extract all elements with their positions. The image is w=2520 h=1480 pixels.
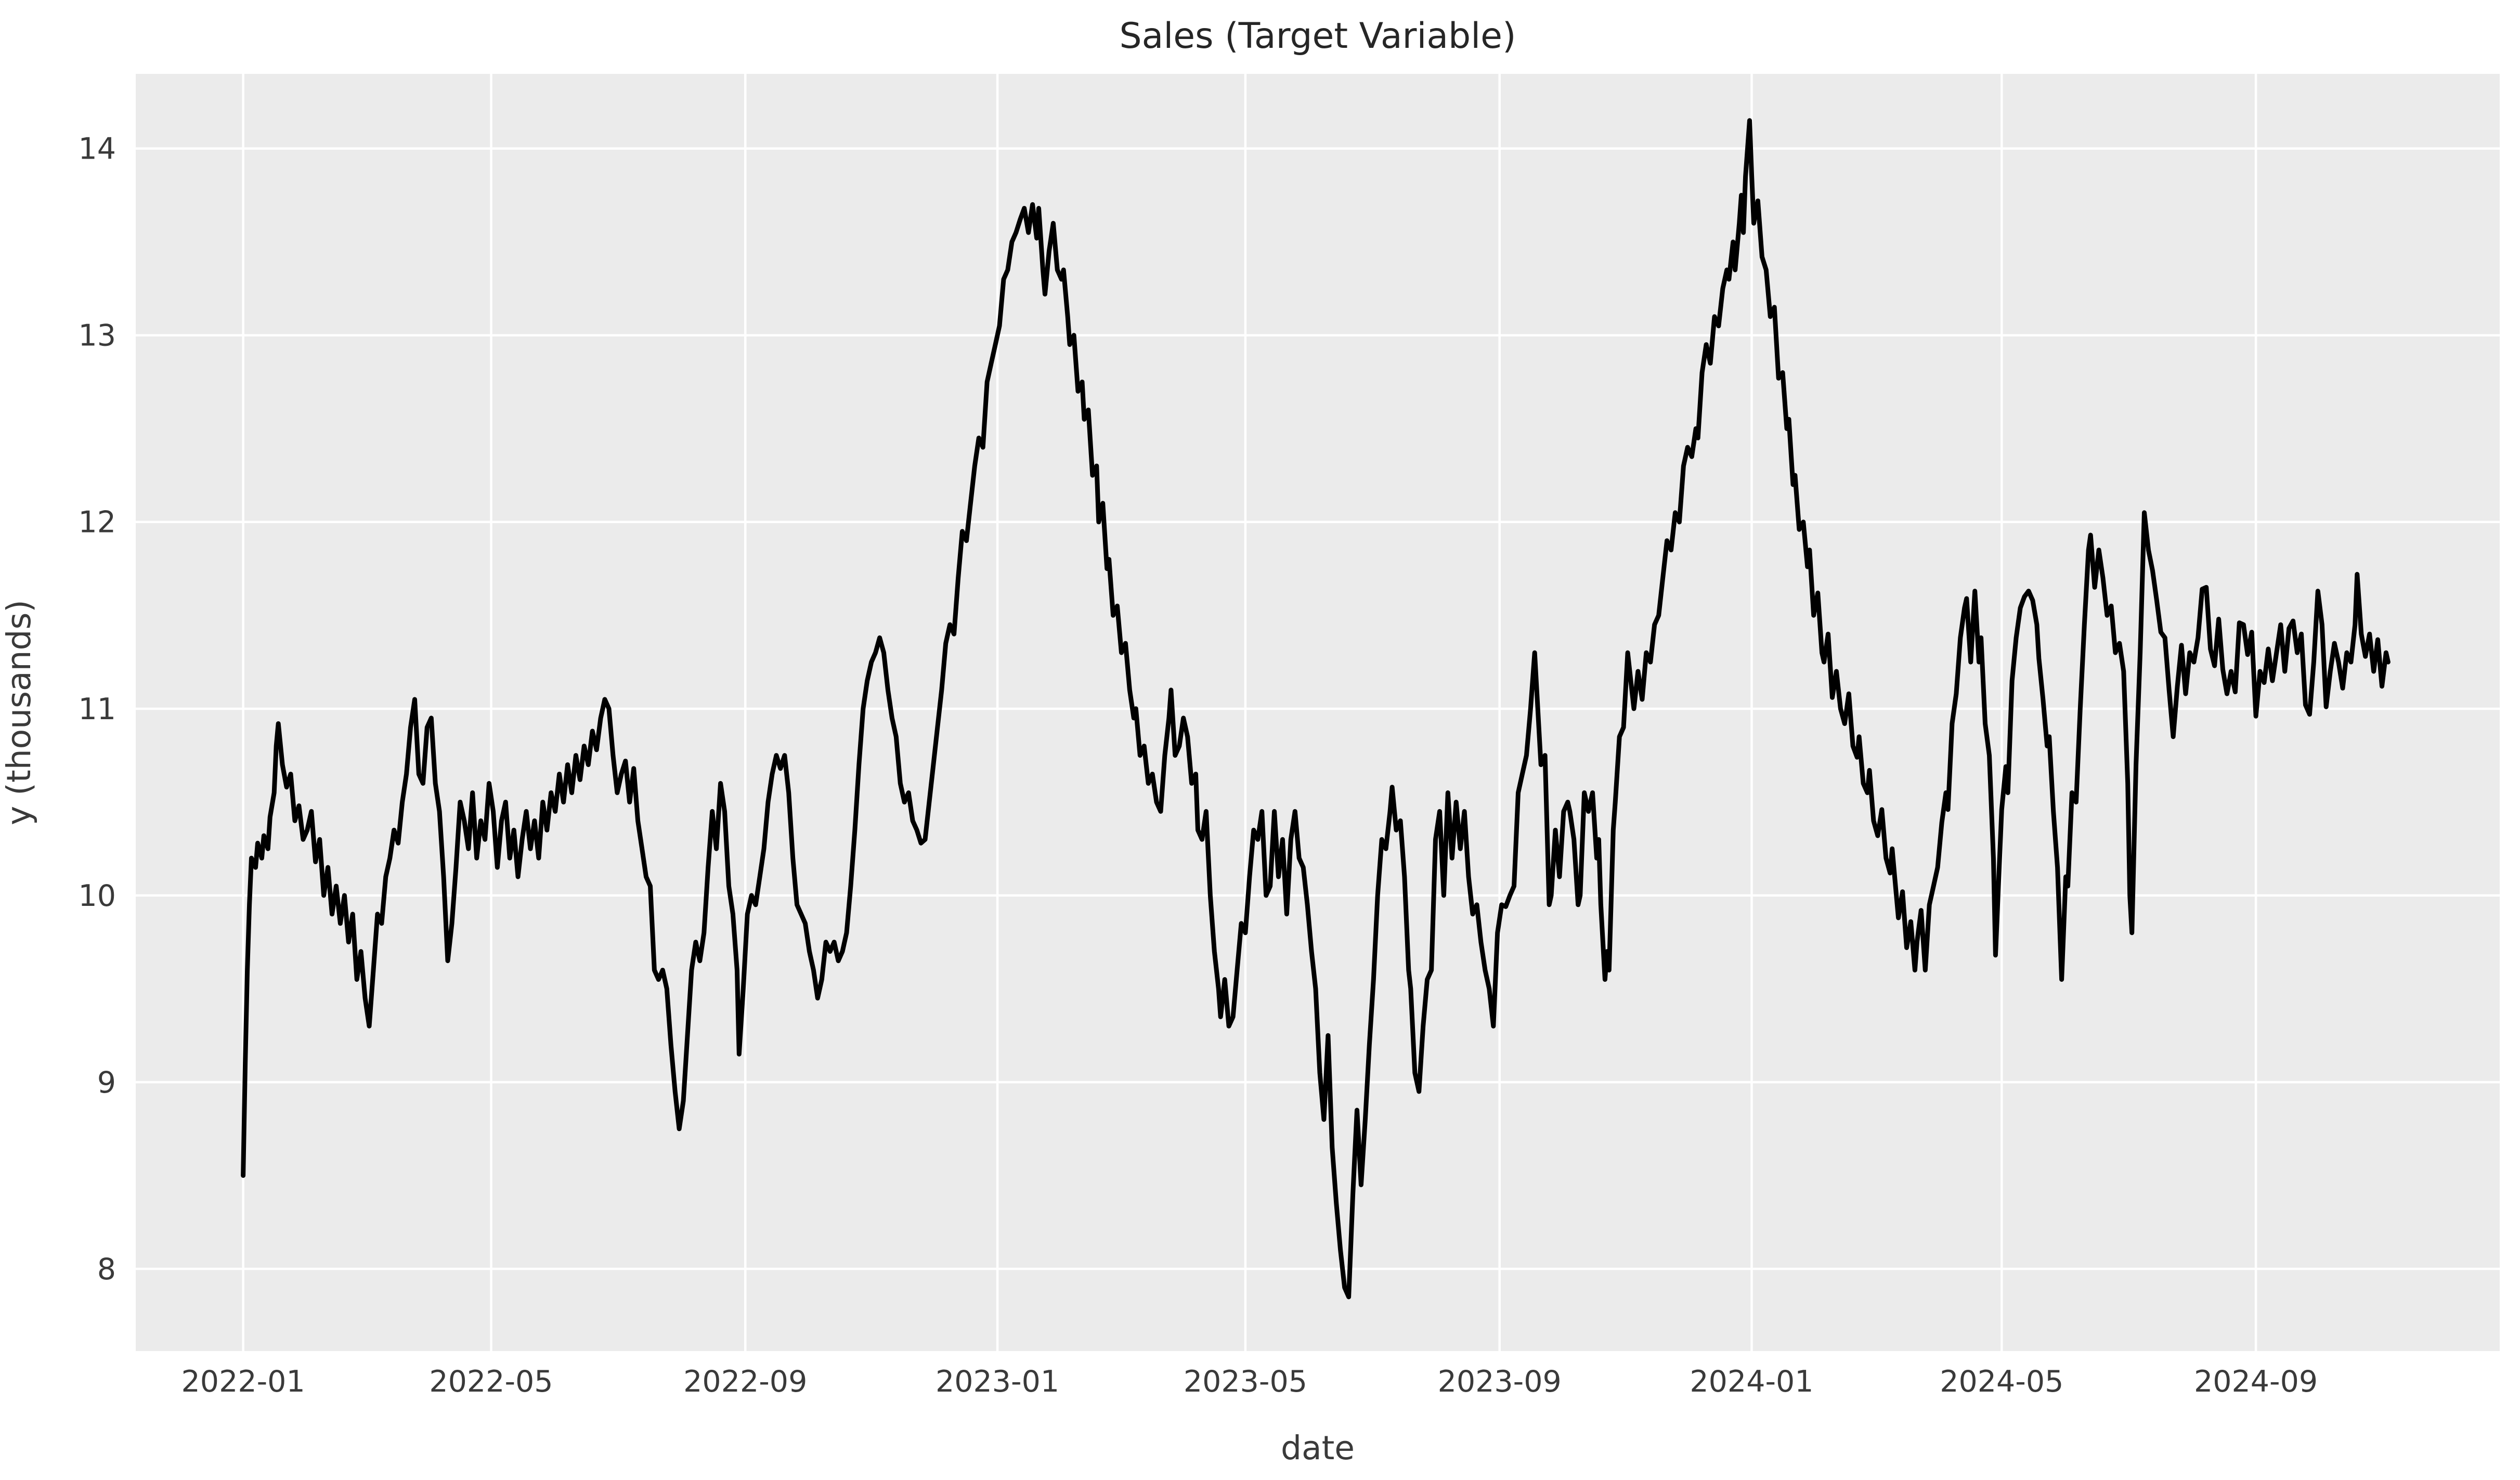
y-tick-label: 12	[78, 505, 116, 540]
x-tick-label: 2023-09	[1438, 1365, 1562, 1399]
y-axis-label: y (thousands)	[0, 600, 38, 825]
x-axis-tick-labels: 2022-01 2022-05 2022-09 2023-01 2023-05 2023-…	[181, 1365, 2318, 1399]
x-gridlines	[242, 74, 2257, 1351]
y-gridlines	[136, 147, 2500, 1270]
x-axis-label: date	[1281, 1429, 1355, 1467]
y-tick-label: 10	[78, 879, 116, 913]
x-tick-label: 2022-01	[181, 1365, 305, 1399]
x-tick-label: 2024-01	[1690, 1365, 1813, 1399]
x-tick-label: 2023-01	[936, 1365, 1059, 1399]
y-tick-label: 14	[78, 132, 116, 166]
x-tick-label: 2024-05	[1940, 1365, 2063, 1399]
sales-line	[241, 118, 2391, 1300]
y-tick-label: 9	[97, 1066, 116, 1100]
y-tick-label: 13	[78, 319, 116, 353]
chart-title: Sales (Target Variable)	[1120, 16, 1516, 57]
x-tick-label: 2023-05	[1184, 1365, 1307, 1399]
y-tick-label: 11	[78, 692, 116, 726]
x-tick-label: 2022-09	[683, 1365, 807, 1399]
x-tick-label: 2022-05	[429, 1365, 553, 1399]
x-tick-label: 2024-09	[2194, 1365, 2318, 1399]
y-axis-tick-labels: 8 9 10 11 12 13 14	[78, 132, 116, 1287]
y-tick-label: 8	[97, 1252, 116, 1287]
plot-background	[136, 74, 2500, 1351]
